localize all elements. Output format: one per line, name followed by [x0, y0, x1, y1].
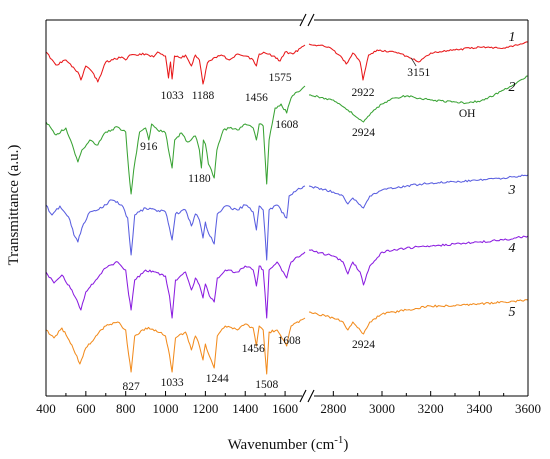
axis-break-mark-a [299, 13, 307, 27]
x-axis-label-base: Wavenumber (cm [228, 437, 335, 453]
series-layer: 1 2 3 4 5 [45, 30, 529, 375]
annotation-layer: 1033 1188 1456157529223151916118016082924O… [122, 57, 476, 393]
series-3: 3 [45, 174, 529, 261]
series-4-line-left [45, 251, 306, 319]
x-axis-label-close: ) [343, 437, 348, 453]
series-1-line-left [45, 44, 306, 85]
series-3-line-right [308, 174, 529, 209]
annotation-1575: 1575 [269, 72, 292, 84]
annotation-1456: 1456 [245, 92, 268, 104]
axis-break-mark-b [307, 389, 315, 403]
series-1-line-right [308, 41, 529, 81]
annotation-OH: OH [459, 108, 476, 120]
axis-break-mark-b [307, 13, 315, 27]
plot-frame [45, 19, 529, 397]
series-label-1: 1 [509, 30, 516, 45]
x-tick-label-3000: 3000 [369, 401, 395, 416]
annotation-1456: 1456 [242, 343, 265, 355]
series-1: 1 [45, 30, 529, 85]
annotation-1188: 1188 [192, 90, 215, 102]
series-2-line-right [308, 75, 529, 123]
series-5-line-right [308, 299, 529, 335]
series-3-line-left [45, 185, 306, 261]
axis-break-bottom [299, 389, 315, 403]
annotation-1033: 1033 [161, 90, 184, 102]
axis-break-top [299, 13, 315, 27]
x-tick-label-2800: 2800 [320, 401, 346, 416]
axes-layer: 400 600 800 1000 1200 1400 1600 2800 3000 3200 340… [36, 13, 541, 416]
series-2: 2 [45, 75, 529, 195]
series-4: 4 [45, 235, 529, 319]
annotation-1608: 1608 [275, 119, 298, 131]
annotation-2924: 2924 [352, 127, 375, 139]
series-4-line-right [308, 235, 529, 286]
x-tick-label-1600: 1600 [272, 401, 298, 416]
annotation-1244: 1244 [206, 373, 229, 385]
x-tick-label-3400: 3400 [466, 401, 492, 416]
annotation-1608: 1608 [278, 335, 301, 347]
x-tick-label-3600: 3600 [515, 401, 541, 416]
series-label-4: 4 [509, 241, 516, 256]
x-tick-label-600: 600 [76, 401, 96, 416]
annotation-1180: 1180 [188, 173, 211, 185]
annotation-leader-3151 [410, 57, 417, 67]
y-axis-label: Transmittance (a.u.) [6, 145, 22, 266]
x-tick-label-3200: 3200 [418, 401, 444, 416]
annotation-1508: 1508 [255, 379, 278, 391]
annotation-2922: 2922 [352, 87, 375, 99]
x-axis-label-sup: -1 [334, 434, 343, 446]
annotation-2924: 2924 [352, 339, 375, 351]
series-label-5: 5 [509, 305, 516, 320]
axis-break-mark-a [299, 389, 307, 403]
series-2-line-left [45, 85, 306, 195]
x-tick-label-1200: 1200 [192, 401, 218, 416]
annotation-827: 827 [122, 381, 140, 393]
series-label-2: 2 [509, 80, 516, 95]
x-axis-label: Wavenumber (cm-1) [228, 434, 349, 453]
series-5-line-left [45, 317, 306, 375]
annotation-1033: 1033 [161, 377, 184, 389]
x-tick-label-1000: 1000 [153, 401, 179, 416]
x-tick-label-1400: 1400 [232, 401, 258, 416]
x-tick-label-800: 800 [116, 401, 136, 416]
series-5: 5 [45, 299, 529, 375]
annotation-3151: 3151 [407, 67, 430, 79]
annotation-916: 916 [140, 141, 158, 153]
series-label-3: 3 [508, 183, 516, 198]
x-tick-label-400: 400 [36, 401, 56, 416]
